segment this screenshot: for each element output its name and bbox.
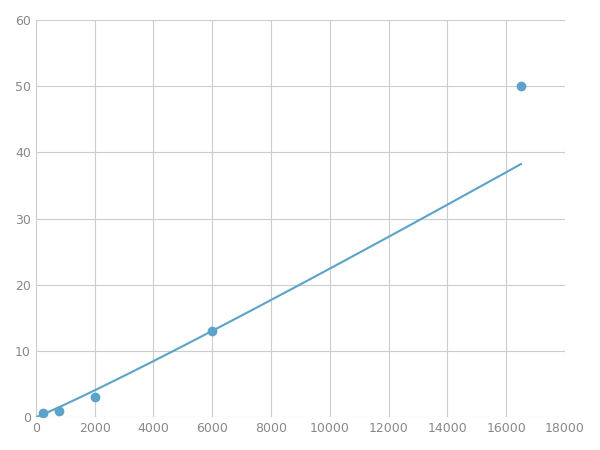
Point — [38, 409, 48, 416]
Point — [516, 83, 526, 90]
Point — [90, 394, 100, 401]
Point — [208, 328, 217, 335]
Point — [55, 407, 64, 414]
